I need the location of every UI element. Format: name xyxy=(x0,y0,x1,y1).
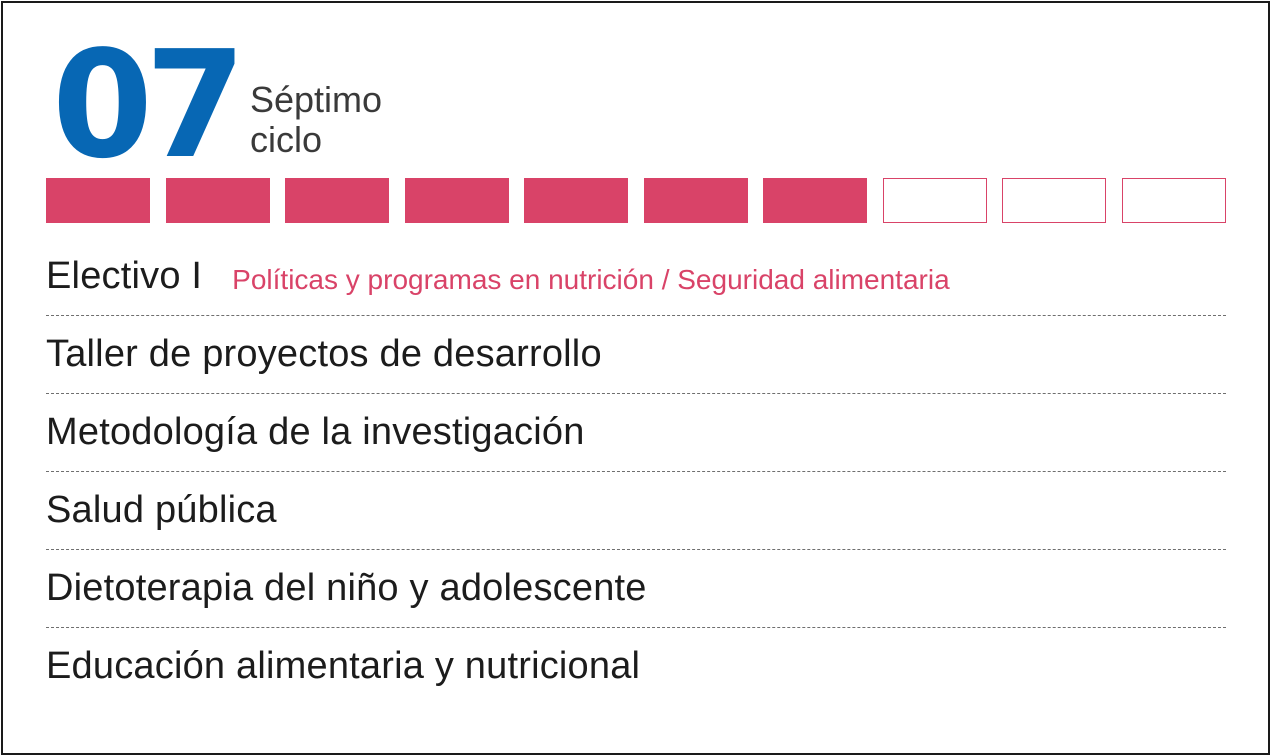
course-item-electivo: Electivo I Políticas y programas en nutr… xyxy=(46,238,1226,315)
progress-segment-pending xyxy=(1002,178,1106,223)
course-list: Electivo I Políticas y programas en nutr… xyxy=(46,238,1226,705)
progress-segment-pending xyxy=(883,178,987,223)
progress-segment-completed xyxy=(46,178,150,223)
progress-segment-completed xyxy=(644,178,748,223)
course-name: Salud pública xyxy=(46,489,277,531)
course-name: Dietoterapia del niño y adolescente xyxy=(46,567,647,609)
progress-segment-completed xyxy=(285,178,389,223)
progress-segment-pending xyxy=(1122,178,1226,223)
course-detail: Políticas y programas en nutrición / Seg… xyxy=(232,263,950,295)
cycle-progress-bar xyxy=(46,178,1226,223)
cycle-number: 07 xyxy=(52,19,246,191)
course-item-metodologia: Metodología de la investigación xyxy=(46,393,1226,471)
cycle-label-line2: ciclo xyxy=(250,119,323,160)
course-item-salud-publica: Salud pública xyxy=(46,471,1226,549)
cycle-label-line1: Séptimo xyxy=(250,79,383,120)
progress-segment-completed xyxy=(166,178,270,223)
progress-segment-completed xyxy=(524,178,628,223)
course-name: Metodología de la investigación xyxy=(46,411,585,453)
course-item-dietoterapia: Dietoterapia del niño y adolescente xyxy=(46,549,1226,627)
cycle-label: Séptimo ciclo xyxy=(250,80,382,160)
course-item-taller: Taller de proyectos de desarrollo xyxy=(46,315,1226,393)
course-name: Taller de proyectos de desarrollo xyxy=(46,333,602,375)
course-name: Electivo I xyxy=(46,255,203,297)
course-item-educacion: Educación alimentaria y nutricional xyxy=(46,627,1226,705)
course-name: Educación alimentaria y nutricional xyxy=(46,645,641,687)
progress-segment-completed xyxy=(405,178,509,223)
progress-segment-completed xyxy=(763,178,867,223)
